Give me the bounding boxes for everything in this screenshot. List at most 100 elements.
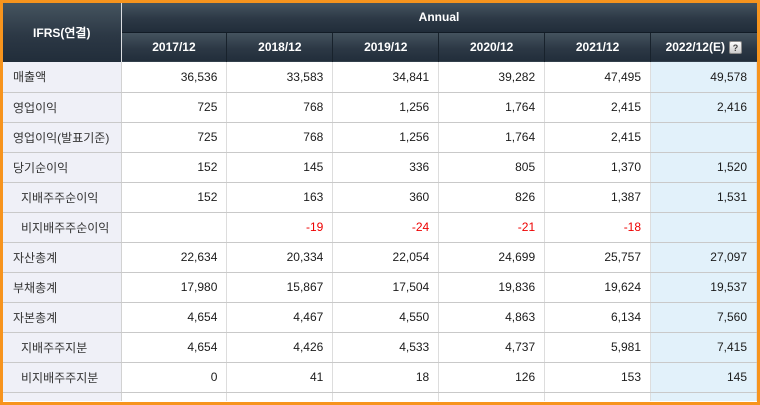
- table-row: 지배주주지분 4,654 4,426 4,533 4,737 5,981 7,415: [3, 332, 757, 363]
- value-cell: 1,387: [544, 182, 652, 213]
- table-row: 지배주주순이익 152 163 360 826 1,387 1,531: [3, 182, 757, 213]
- value-cell: 0: [121, 362, 228, 393]
- value-cell: 49,578: [650, 62, 757, 93]
- group-header-annual: Annual: [121, 3, 757, 33]
- table-row: 비지배주주지분 0 41 18 126 153 145: [3, 362, 757, 393]
- value-cell: 725: [121, 122, 228, 153]
- table-row: 영업이익(발표기준) 725 768 1,256 1,764 2,415: [3, 122, 757, 153]
- value-cell: 33,583: [226, 62, 334, 93]
- value-cell: 15,867: [226, 272, 334, 303]
- table-header: IFRS(연결) Annual 2017/12 2018/12 2019/12 202…: [3, 3, 757, 62]
- value-cell: -19: [226, 212, 334, 243]
- value-cell: [121, 212, 228, 243]
- table-row: 자본총계 4,654 4,467 4,550 4,863 6,134 7,560: [3, 302, 757, 333]
- value-cell: -18: [544, 212, 652, 243]
- value-cell: 47,495: [544, 62, 652, 93]
- column-header-201812: 2018/12: [226, 32, 333, 62]
- value-cell: [544, 392, 652, 401]
- column-header-202012: 2020/12: [438, 32, 545, 62]
- value-cell: 4,426: [226, 332, 334, 363]
- row-label: 당기순이익: [3, 152, 122, 183]
- group-header-row: IFRS(연결) Annual: [3, 3, 757, 62]
- value-cell: 36,536: [121, 62, 228, 93]
- value-cell: 145: [650, 362, 757, 393]
- table-row: 부채총계 17,980 15,867 17,504 19,836 19,624 19,537: [3, 272, 757, 303]
- value-cell: 2,415: [544, 92, 652, 123]
- column-header-label: 2022/12(E): [665, 40, 725, 55]
- column-header-label: 2018/12: [258, 40, 302, 55]
- column-header-201912: 2019/12: [332, 32, 439, 62]
- column-header-label: 2017/12: [152, 40, 196, 55]
- row-label: 자산총계: [3, 242, 122, 273]
- value-cell: 1,256: [332, 92, 440, 123]
- value-cell: 34,841: [332, 62, 440, 93]
- row-label: 지배주주지분: [3, 332, 122, 363]
- value-cell: [650, 392, 757, 401]
- table-row: 당기순이익 152 145 336 805 1,370 1,520: [3, 152, 757, 183]
- help-icon[interactable]: ?: [728, 41, 742, 55]
- value-cell: 826: [438, 182, 546, 213]
- value-cell: 2,415: [544, 122, 652, 153]
- row-label: 자본총계: [3, 302, 122, 333]
- value-cell: 805: [438, 152, 546, 183]
- value-cell: -24: [332, 212, 440, 243]
- value-cell: 19,624: [544, 272, 652, 303]
- value-cell: 126: [438, 362, 546, 393]
- table-row: 매출액 36,536 33,583 34,841 39,282 47,495 49,578: [3, 62, 757, 93]
- column-header-label: 2021/12: [575, 40, 620, 55]
- value-cell: [650, 122, 757, 153]
- value-cell: [438, 392, 546, 401]
- value-cell: 725: [121, 92, 228, 123]
- table-row: 비지배주주순이익 -19 -24 -21 -18: [3, 212, 757, 243]
- value-cell: 4,737: [438, 332, 546, 363]
- column-header-202112: 2021/12: [544, 32, 651, 62]
- column-header-label: 2019/12: [364, 40, 408, 55]
- value-cell: 1,764: [438, 92, 546, 123]
- year-header-row: 2017/12 2018/12 2019/12 2020/12 2021/12 2022/…: [3, 32, 757, 62]
- value-cell: 768: [226, 92, 334, 123]
- value-cell: -21: [438, 212, 546, 243]
- value-cell: 1,370: [544, 152, 652, 183]
- value-cell: 39,282: [438, 62, 546, 93]
- partial-next-row: [3, 392, 757, 401]
- row-label: 비지배주주순이익: [3, 212, 122, 243]
- column-header-201712: 2017/12: [121, 32, 227, 62]
- value-cell: 4,533: [332, 332, 440, 363]
- row-label: 지배주주순이익: [3, 182, 122, 213]
- value-cell: 163: [226, 182, 334, 213]
- value-cell: 360: [332, 182, 440, 213]
- value-cell: 4,467: [226, 302, 334, 333]
- value-cell: 17,980: [121, 272, 228, 303]
- value-cell: 152: [121, 182, 228, 213]
- row-label: [3, 392, 122, 401]
- value-cell: 18: [332, 362, 440, 393]
- row-label: 영업이익: [3, 92, 122, 123]
- value-cell: 4,863: [438, 302, 546, 333]
- value-cell: 1,256: [332, 122, 440, 153]
- value-cell: 145: [226, 152, 334, 183]
- value-cell: 336: [332, 152, 440, 183]
- row-label: 영업이익(발표기준): [3, 122, 122, 153]
- table-body: 매출액 36,536 33,583 34,841 39,282 47,495 49,578 영…: [3, 62, 757, 401]
- value-cell: 768: [226, 122, 334, 153]
- value-cell: 20,334: [226, 242, 334, 273]
- value-cell: 27,097: [650, 242, 757, 273]
- financial-table: IFRS(연결) Annual 2017/12 2018/12 2019/12 202…: [3, 3, 757, 401]
- row-label: 비지배주주지분: [3, 362, 122, 393]
- value-cell: [121, 392, 228, 401]
- column-header-202212E: 2022/12(E)?: [650, 32, 757, 62]
- value-cell: 4,654: [121, 332, 228, 363]
- value-cell: [650, 212, 757, 243]
- row-label: 매출액: [3, 62, 122, 93]
- value-cell: [226, 392, 334, 401]
- value-cell: 2,416: [650, 92, 757, 123]
- value-cell: 1,764: [438, 122, 546, 153]
- value-cell: 1,520: [650, 152, 757, 183]
- column-header-label: 2020/12: [469, 40, 514, 55]
- value-cell: 153: [544, 362, 652, 393]
- value-cell: 19,836: [438, 272, 546, 303]
- value-cell: 22,634: [121, 242, 228, 273]
- value-cell: 41: [226, 362, 334, 393]
- value-cell: 25,757: [544, 242, 652, 273]
